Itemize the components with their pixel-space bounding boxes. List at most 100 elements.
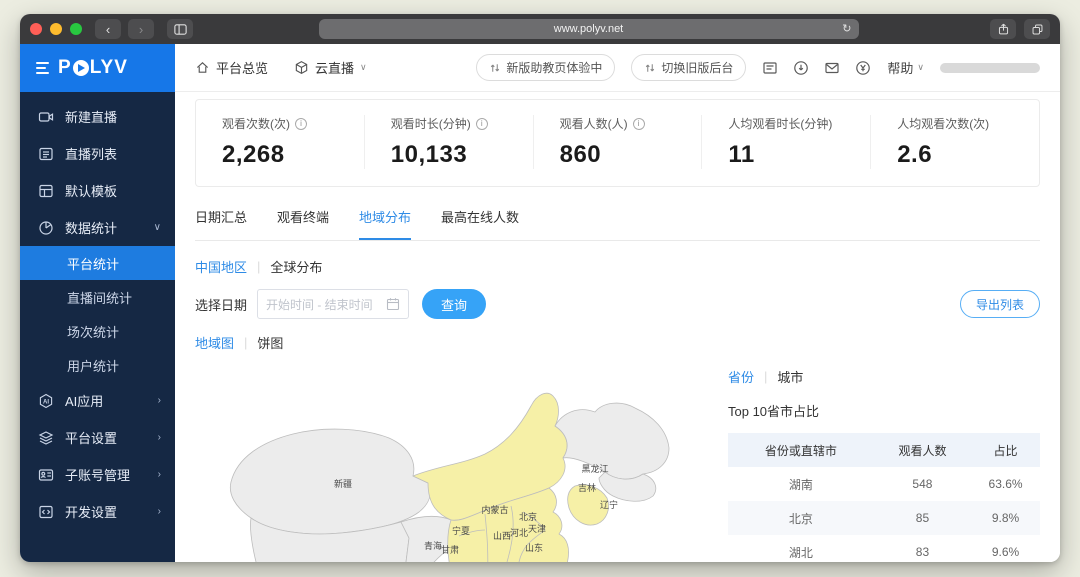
- map-label-neimenggu[interactable]: 内蒙古: [481, 504, 508, 515]
- pie-chart-icon: [39, 220, 53, 235]
- map-label-heilongjiang[interactable]: 黑龙江: [581, 463, 608, 474]
- home-icon: [196, 62, 209, 73]
- info-icon[interactable]: i: [632, 117, 645, 130]
- back-button[interactable]: ‹: [95, 19, 121, 39]
- sidebar: P LYV 新建直播 直播列表: [20, 44, 175, 562]
- top10-panel: 省份 | 城市 Top 10省市占比 省份或直辖市 观看人数 占比: [728, 352, 1040, 562]
- menu-toggle-icon[interactable]: [36, 62, 49, 74]
- help-menu[interactable]: 帮助 ∨: [887, 61, 924, 76]
- sidebar-item-ai-apps[interactable]: AI AI应用 ›: [20, 382, 175, 419]
- map-label-xinjiang[interactable]: 新疆: [334, 478, 352, 489]
- minimize-window-button[interactable]: [50, 23, 62, 35]
- table-header-row: 省份或直辖市 观看人数 占比: [728, 433, 1040, 467]
- ai-hexagon-icon: AI: [39, 393, 53, 408]
- chevron-right-icon: ›: [157, 432, 161, 443]
- export-list-button[interactable]: 导出列表: [959, 290, 1040, 318]
- tab-view-terminal[interactable]: 观看终端: [277, 210, 330, 225]
- col-viewers: 观看人数: [873, 433, 972, 467]
- sidebar-item-live-list[interactable]: 直播列表: [20, 135, 175, 172]
- info-icon[interactable]: i: [475, 117, 488, 130]
- stat-viewers: 观看人数(人) i 860: [532, 115, 702, 169]
- url-text: www.polyv.net: [553, 23, 624, 35]
- camera-icon: [38, 111, 54, 122]
- sidebar-item-room-statistics[interactable]: 直播间统计: [67, 290, 133, 306]
- toggle-map-view[interactable]: 地域图: [195, 336, 235, 351]
- sidebar-item-session-statistics[interactable]: 场次统计: [67, 324, 120, 340]
- sidebar-item-data-statistics[interactable]: 数据统计 ∨: [20, 209, 175, 246]
- tab-overview-icon[interactable]: [1024, 19, 1050, 39]
- list-icon: [39, 147, 53, 160]
- download-icon[interactable]: [793, 60, 809, 76]
- sidebar-item-platform-settings[interactable]: 平台设置 ›: [20, 419, 175, 456]
- sidebar-item-default-template[interactable]: 默认模板: [20, 172, 175, 209]
- sidebar-item-developer-settings[interactable]: 开发设置 ›: [20, 493, 175, 530]
- svg-text:AI: AI: [43, 399, 49, 405]
- window-controls: [30, 23, 82, 35]
- swap-arrows-icon: [491, 63, 500, 72]
- cube-icon: [295, 61, 308, 74]
- sidebar-item-user-statistics[interactable]: 用户统计: [67, 358, 120, 374]
- browser-window: ‹ › www.polyv.net ↻: [20, 14, 1060, 562]
- date-range-input[interactable]: 开始时间 - 结束时间: [257, 289, 410, 319]
- url-bar[interactable]: www.polyv.net ↻: [318, 19, 859, 39]
- china-map[interactable]: 新疆 黑龙江 吉林 辽宁 内蒙古 北京 天津 宁夏 青海 甘肃 山西: [195, 352, 728, 562]
- date-filter-label: 选择日期: [195, 297, 248, 313]
- stat-value: 2.6: [897, 141, 933, 168]
- stat-avg-views: 人均观看次数(次) 2.6: [870, 115, 1039, 169]
- nav-cloud-live-selector[interactable]: 云直播 ∨: [294, 58, 367, 77]
- top10-table: 省份或直辖市 观看人数 占比 湖南 548 63.6% 北京 85: [728, 433, 1040, 562]
- map-label-tianjin[interactable]: 天津: [528, 524, 546, 534]
- map-label-shandong[interactable]: 山东: [525, 542, 543, 553]
- chevron-right-icon: ›: [157, 395, 161, 406]
- map-label-liaoning[interactable]: 辽宁: [600, 499, 618, 510]
- table-row[interactable]: 北京 85 9.8%: [728, 501, 1040, 535]
- table-row[interactable]: 湖北 83 9.6%: [788, 545, 1020, 560]
- sidebar-toggle-icon[interactable]: [167, 19, 193, 39]
- chevron-down-icon: ∨: [360, 62, 367, 72]
- map-label-qinghai[interactable]: 青海: [424, 540, 442, 551]
- new-assistant-page-button[interactable]: 新版助教页体验中: [476, 54, 616, 81]
- sidebar-item-subaccount-management[interactable]: 子账号管理 ›: [20, 456, 175, 493]
- nav-platform-overview[interactable]: 平台总览: [195, 58, 268, 77]
- col-province: 省份或直辖市: [728, 433, 874, 467]
- map-label-hebei[interactable]: 河北: [510, 527, 528, 538]
- chevron-down-icon: ∨: [917, 62, 924, 72]
- form-icon[interactable]: [762, 60, 778, 76]
- tab-max-online[interactable]: 最高在线人数: [441, 210, 520, 225]
- map-label-jilin[interactable]: 吉林: [578, 482, 596, 493]
- share-icon[interactable]: [990, 19, 1016, 39]
- forward-button[interactable]: ›: [128, 19, 154, 39]
- zoom-window-button[interactable]: [70, 23, 82, 35]
- stat-value: 11: [728, 141, 755, 168]
- switch-old-console-button[interactable]: 切换旧版后台: [631, 54, 747, 81]
- account-name[interactable]: [940, 62, 1040, 73]
- info-icon[interactable]: i: [295, 117, 307, 130]
- stat-value: 860: [559, 141, 602, 168]
- toggle-province[interactable]: 省份: [728, 370, 755, 385]
- map-label-beijing[interactable]: 北京: [519, 511, 537, 522]
- map-label-ningxia[interactable]: 宁夏: [452, 525, 470, 536]
- close-window-button[interactable]: [30, 23, 42, 35]
- reload-icon[interactable]: ↻: [842, 23, 852, 35]
- sidebar-item-platform-statistics[interactable]: 平台统计: [20, 246, 175, 280]
- tab-region-distribution[interactable]: 地域分布: [359, 207, 412, 240]
- toggle-global-distribution[interactable]: 全球分布: [270, 260, 323, 275]
- province-city-toggle: 省份 | 城市: [728, 369, 804, 385]
- stat-value: 10,133: [390, 141, 468, 168]
- table-row[interactable]: 湖南 548 63.6%: [788, 477, 1023, 492]
- tab-date-summary[interactable]: 日期汇总: [195, 210, 248, 225]
- toggle-china-region[interactable]: 中国地区: [195, 260, 248, 275]
- map-label-gansu[interactable]: 甘肃: [441, 544, 459, 555]
- template-icon: [39, 184, 53, 197]
- play-icon: [72, 60, 89, 76]
- layers-icon: [38, 430, 54, 445]
- polyv-logo[interactable]: P LYV: [20, 44, 175, 92]
- query-button[interactable]: 查询: [422, 289, 487, 319]
- mail-icon[interactable]: [824, 60, 840, 76]
- map-label-shanxi[interactable]: 山西: [493, 531, 511, 541]
- toggle-pie-view[interactable]: 饼图: [257, 336, 284, 351]
- wallet-icon[interactable]: [855, 60, 871, 76]
- toggle-city[interactable]: 城市: [777, 370, 804, 385]
- sidebar-item-new-live[interactable]: 新建直播: [20, 98, 175, 135]
- view-toggle: 地域图 | 饼图: [195, 335, 284, 351]
